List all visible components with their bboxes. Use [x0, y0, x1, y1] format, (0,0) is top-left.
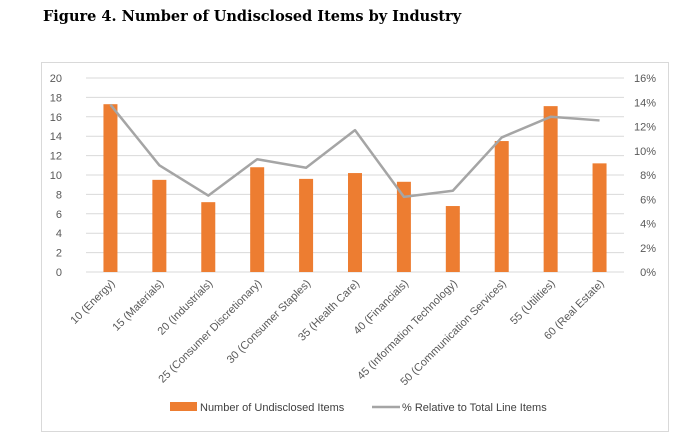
right-tick-label: 2% [640, 243, 656, 255]
right-tick-label: 10% [634, 146, 656, 158]
figure-title: Figure 4. Number of Undisclosed Items by… [43, 8, 462, 25]
bar [396, 181, 411, 272]
bar [103, 104, 118, 272]
bar-series [103, 104, 607, 272]
left-tick-label: 8 [56, 189, 62, 201]
bar [348, 173, 362, 272]
bar [250, 167, 265, 272]
left-axis-ticks: 0 2 4 6 8 10 12 14 16 18 20 [50, 73, 62, 279]
category-label: 50 (Communication Services) [398, 278, 509, 389]
right-tick-label: 4% [640, 219, 656, 231]
bar [592, 163, 607, 272]
left-tick-label: 16 [50, 112, 62, 124]
left-tick-label: 18 [50, 92, 62, 104]
right-tick-label: 16% [634, 73, 656, 85]
legend-bar-swatch [170, 402, 197, 411]
right-tick-label: 14% [634, 97, 656, 109]
category-label: 45 (Information Technology) [355, 278, 460, 383]
left-tick-label: 10 [50, 170, 62, 182]
left-tick-label: 2 [56, 248, 62, 260]
chart-frame [41, 62, 669, 432]
bar [152, 179, 167, 272]
category-label: 30 (Consumer Staples) [225, 278, 313, 366]
category-label: 10 (Energy) [68, 278, 117, 327]
right-tick-label: 12% [634, 122, 656, 134]
right-axis-ticks: 0% 2% 4% 6% 8% 10% 12% 14% 16% [634, 73, 656, 279]
bar [543, 106, 558, 272]
left-tick-label: 0 [56, 267, 62, 279]
left-tick-label: 4 [56, 228, 62, 240]
bar [494, 141, 509, 272]
right-tick-label: 8% [640, 170, 656, 182]
left-tick-label: 14 [50, 131, 62, 143]
left-tick-label: 6 [56, 209, 62, 221]
right-tick-label: 6% [640, 194, 656, 206]
left-tick-label: 12 [50, 151, 62, 163]
category-axis-labels: 10 (Energy)15 (Materials)20 (Industrials… [68, 278, 606, 389]
legend-line-label: % Relative to Total Line Items [402, 402, 547, 414]
bar [445, 206, 460, 272]
legend-bar-label: Number of Undisclosed Items [200, 402, 345, 414]
line-series [109, 103, 600, 199]
category-label: 25 (Consumer Discretionary) [156, 278, 264, 386]
left-tick-label: 20 [50, 73, 62, 85]
bar [299, 178, 314, 272]
bar [201, 202, 216, 272]
right-tick-label: 0% [640, 267, 656, 279]
category-label: 55 (Utilities) [508, 278, 558, 328]
legend: Number of Undisclosed Items % Relative to… [170, 402, 547, 414]
